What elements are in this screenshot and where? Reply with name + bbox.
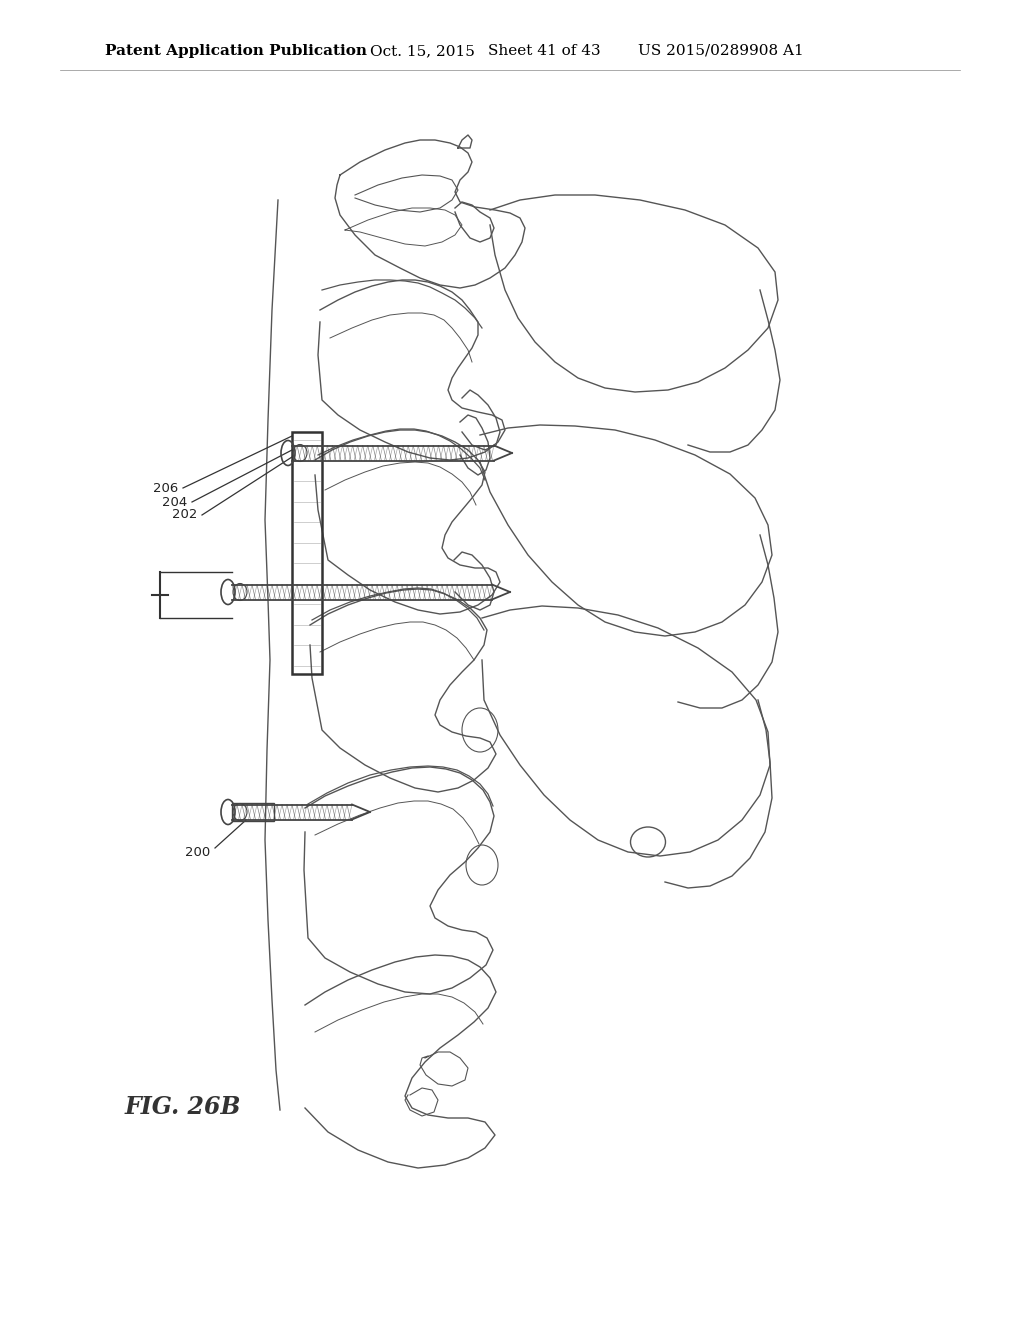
Text: 206: 206 bbox=[153, 482, 178, 495]
Text: Patent Application Publication: Patent Application Publication bbox=[105, 44, 367, 58]
Text: FIG. 26B: FIG. 26B bbox=[125, 1096, 242, 1119]
Bar bbox=[232, 803, 274, 821]
Text: 202: 202 bbox=[172, 508, 197, 521]
Text: Sheet 41 of 43: Sheet 41 of 43 bbox=[488, 44, 601, 58]
Text: 204: 204 bbox=[162, 495, 187, 508]
Text: US 2015/0289908 A1: US 2015/0289908 A1 bbox=[638, 44, 804, 58]
Text: Oct. 15, 2015: Oct. 15, 2015 bbox=[370, 44, 475, 58]
Text: 200: 200 bbox=[184, 846, 210, 859]
Bar bbox=[292, 432, 322, 675]
